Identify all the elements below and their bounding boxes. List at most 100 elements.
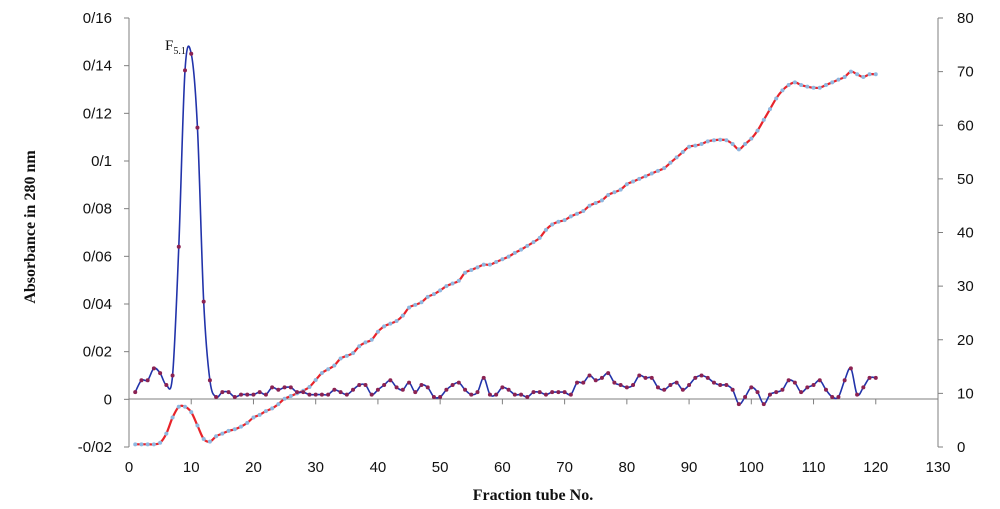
absorbance-series-point [245, 392, 250, 397]
absorbance-series-point [867, 375, 872, 380]
absorbance-series-point [407, 380, 412, 385]
gradient-series-point [674, 155, 679, 160]
absorbance-series-point [456, 380, 461, 385]
gradient-series-point [407, 305, 412, 310]
absorbance-series-point [444, 387, 449, 392]
gradient-series-point [830, 80, 835, 85]
absorbance-series-point [431, 394, 436, 399]
gradient-series-point [817, 85, 822, 90]
x-tick-label: 60 [494, 459, 511, 476]
gradient-series-point [351, 351, 356, 356]
gradient-series-point [375, 329, 380, 334]
gradient-series-point [836, 77, 841, 82]
gradient-series-point [257, 412, 262, 417]
absorbance-series-point [214, 394, 219, 399]
absorbance-series-point [232, 394, 237, 399]
absorbance-series-point [519, 392, 524, 397]
y-axis-title: Absorbance in 280 nm [22, 150, 39, 304]
gradient-series-point [226, 428, 231, 433]
absorbance-series-point [450, 383, 455, 388]
absorbance-series-point [207, 378, 212, 383]
gradient-series-point [537, 235, 542, 240]
right-y-tick-label: 70 [957, 64, 974, 81]
gradient-series-point [512, 250, 517, 255]
absorbance-series-point [593, 378, 598, 383]
right-y-tick-label: 0 [957, 439, 965, 456]
absorbance-series-point [537, 390, 542, 395]
gradient-series-point [164, 431, 169, 436]
absorbance-series-point [836, 394, 841, 399]
left-y-tick-label: 0/1 [91, 153, 112, 170]
gradient-series-point [425, 294, 430, 299]
gradient-series-point [469, 268, 474, 273]
gradient-series-point [388, 321, 393, 326]
gradient-series-point [749, 136, 754, 141]
gradient-series-point [718, 137, 723, 142]
absorbance-series-point [288, 385, 293, 390]
absorbance-series-point [332, 387, 337, 392]
x-tick-label: 10 [183, 459, 200, 476]
absorbance-series-point [823, 387, 828, 392]
gradient-series-point [363, 340, 368, 345]
gradient-series-point [139, 442, 144, 447]
absorbance-series-point [338, 390, 343, 395]
gradient-series-point [624, 182, 629, 187]
absorbance-series-point [575, 380, 580, 385]
gradient-series-point [568, 214, 573, 219]
absorbance-series-point [755, 390, 760, 395]
absorbance-series-point [780, 387, 785, 392]
left-y-tick-label: 0 [104, 391, 112, 408]
gradient-series-point [680, 150, 685, 155]
absorbance-series-point [282, 385, 287, 390]
absorbance-series-point [357, 383, 362, 388]
gradient-series-point [599, 198, 604, 203]
gradient-series-point [705, 139, 710, 144]
absorbance-series-point [855, 392, 860, 397]
right-y-axis-ticks: 0 10 20 30 40 50 60 70 80 [938, 10, 974, 456]
absorbance-series-point [705, 375, 710, 380]
absorbance-series-point [375, 387, 380, 392]
gradient-series-point [332, 363, 337, 368]
gradient-series-point [755, 128, 760, 133]
gradient-series-point [463, 270, 468, 275]
absorbance-series-point [730, 387, 735, 392]
gradient-series-point [450, 281, 455, 286]
absorbance-series-point [176, 244, 181, 249]
gradient-series-point [606, 192, 611, 197]
absorbance-series-point [263, 392, 268, 397]
absorbance-series-point [481, 375, 486, 380]
gradient-series-point [282, 396, 287, 401]
absorbance-series-point [662, 387, 667, 392]
absorbance-series-point [512, 392, 517, 397]
gradient-series-point [730, 142, 735, 147]
gradient-series-point [593, 201, 598, 206]
gradient-series-point [618, 187, 623, 192]
left-y-tick-label: 0/12 [83, 105, 112, 122]
absorbance-series-point [786, 378, 791, 383]
gradient-series-point [655, 168, 660, 173]
gradient-series-point [637, 176, 642, 181]
absorbance-series-point [139, 378, 144, 383]
absorbance-series-point [158, 371, 163, 376]
gradient-series-point [158, 440, 163, 445]
gradient-series-point [855, 72, 860, 77]
gradient-series-point [481, 262, 486, 267]
absorbance-series-point [301, 390, 306, 395]
right-y-tick-label: 30 [957, 278, 974, 295]
absorbance-series-point [805, 385, 810, 390]
absorbance-series-point [531, 390, 536, 395]
absorbance-series-point [873, 375, 878, 380]
right-y-tick-label: 20 [957, 332, 974, 349]
absorbance-series-point [811, 383, 816, 388]
absorbance-series-point [307, 392, 312, 397]
absorbance-series-point [382, 383, 387, 388]
absorbance-series-point [400, 387, 405, 392]
right-y-tick-label: 50 [957, 171, 974, 188]
absorbance-series-point [257, 390, 262, 395]
absorbance-series-point [799, 390, 804, 395]
gradient-series-point [662, 166, 667, 171]
absorbance-series-point [637, 373, 642, 378]
absorbance-series-point [581, 380, 586, 385]
absorbance-series-point [848, 366, 853, 371]
